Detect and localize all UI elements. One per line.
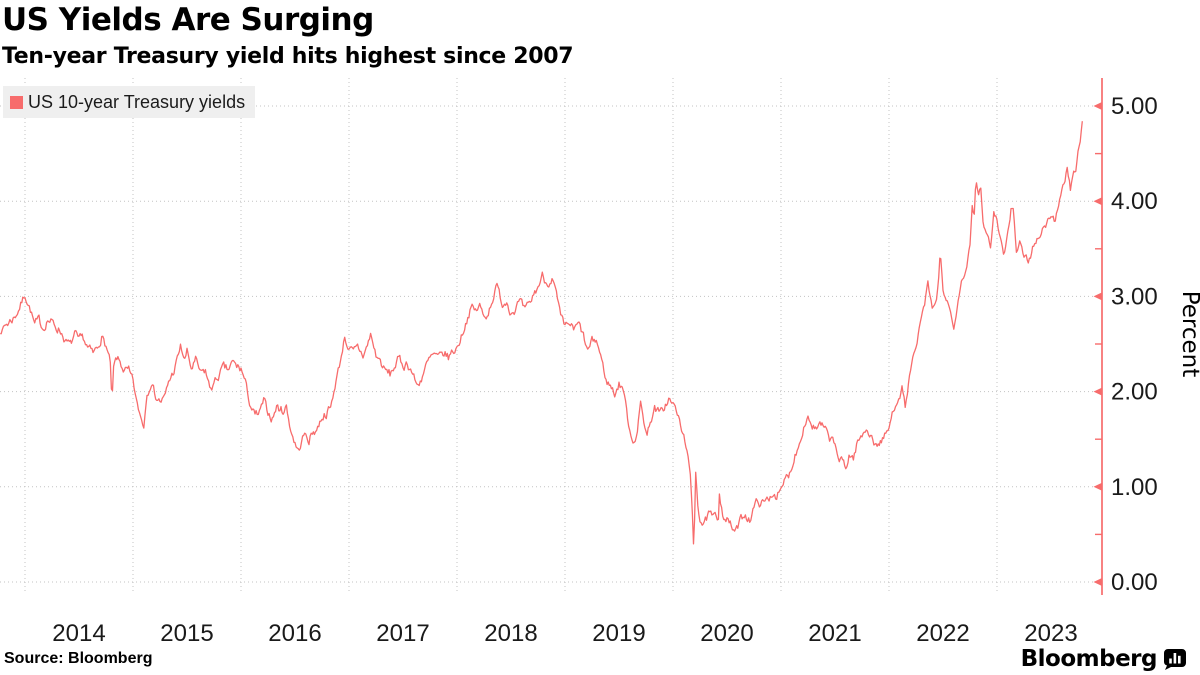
x-tick-label: 2021 <box>808 620 861 647</box>
x-tick-label: 2019 <box>592 620 645 647</box>
x-tick-label: 2014 <box>52 620 105 647</box>
bloomberg-wordmark: Bloomberg <box>1020 646 1158 672</box>
x-tick-label: 2020 <box>700 620 753 647</box>
y-tick-label: 1.00 <box>1111 474 1158 501</box>
bloomberg-logo: Bloomberg <box>1021 646 1186 672</box>
legend: US 10-year Treasury yields <box>3 86 256 118</box>
x-tick-label: 2015 <box>160 620 213 647</box>
source-note: Source: Bloomberg <box>4 650 153 667</box>
bloomberg-chart-icon <box>1164 648 1186 670</box>
legend-label: US 10-year Treasury yields <box>28 91 246 112</box>
x-tick-label: 2023 <box>1024 620 1077 647</box>
y-axis-title: Percent <box>1177 291 1200 378</box>
y-major-tick-arrow <box>1093 578 1102 586</box>
yield-line <box>0 121 1083 545</box>
y-major-tick-arrow <box>1093 102 1102 110</box>
x-tick-label: 2017 <box>376 620 429 647</box>
page-title: US Yields Are Surging <box>2 2 374 38</box>
x-tick-label: 2018 <box>484 620 537 647</box>
y-tick-label: 3.00 <box>1111 283 1158 310</box>
page-subtitle: Ten-year Treasury yield hits highest sin… <box>2 44 574 69</box>
y-tick-label: 2.00 <box>1111 379 1158 406</box>
y-major-tick-arrow <box>1093 197 1102 206</box>
y-tick-label: 0.00 <box>1111 569 1158 596</box>
y-major-tick-arrow <box>1093 292 1102 301</box>
legend-swatch-icon <box>10 95 23 109</box>
x-tick-label: 2022 <box>916 620 969 647</box>
x-tick-label: 2016 <box>268 620 321 647</box>
y-tick-label: 4.00 <box>1111 188 1158 215</box>
y-major-tick-arrow <box>1093 387 1102 396</box>
y-tick-label: 5.00 <box>1111 93 1158 120</box>
y-major-tick-arrow <box>1093 482 1102 491</box>
